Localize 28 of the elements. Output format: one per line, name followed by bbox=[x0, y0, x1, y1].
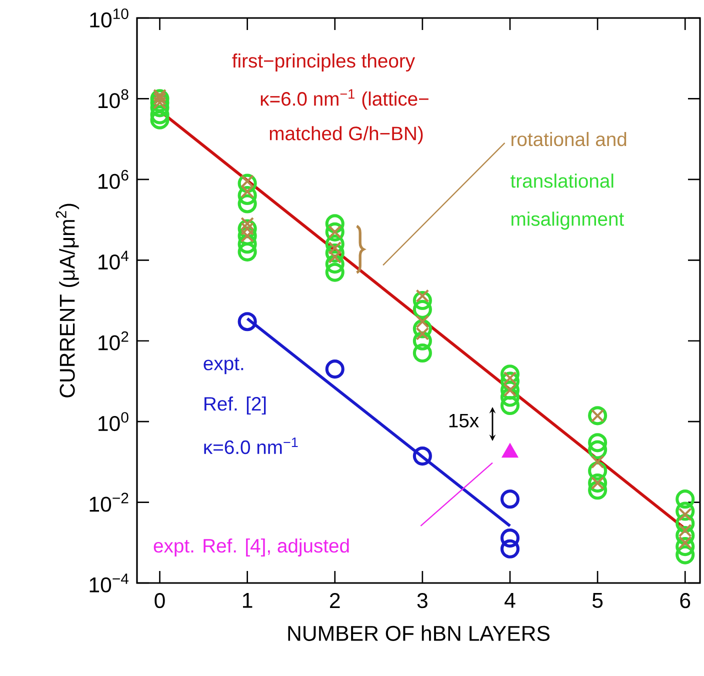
y-tick-label: 10$^{6}$ bbox=[98, 170, 128, 189]
y-tick-label: 10$^{8}$ bbox=[98, 89, 128, 108]
annotation: κ=6.0 nm$^{−1}$ bbox=[204, 438, 298, 454]
annotation: misalignment bbox=[512, 212, 624, 230]
y-tick-label: 10$^{10}$ bbox=[90, 8, 128, 28]
x-tick-label: 5 bbox=[592, 593, 603, 608]
x-tick-label: 6 bbox=[680, 593, 690, 608]
y-axis-title: CURRENT (μA/μm$^{2}$) bbox=[56, 204, 80, 398]
y-tick-label: 10$^{4}$ bbox=[98, 250, 129, 270]
y-tick-label: 10$^{−2}$ bbox=[90, 492, 128, 512]
x-axis-title: NUMBER OF hBN LAYERS bbox=[288, 625, 550, 641]
annotation: translational bbox=[510, 174, 614, 188]
x-tick-label: 3 bbox=[417, 593, 428, 608]
annotation: rotational and bbox=[512, 132, 626, 146]
y-tick-label: 10$^{−4}$ bbox=[90, 574, 129, 592]
x-tick-label: 1 bbox=[243, 593, 252, 608]
x-tick-label: 2 bbox=[330, 593, 340, 608]
x-tick-label: 4 bbox=[504, 593, 516, 608]
y-tick-label: 10$^{2}$ bbox=[98, 331, 128, 350]
annotation: expt. Ref. [4], adjusted bbox=[154, 538, 349, 556]
annotation: κ=6.0 nm$^{−1}$ (lattice− bbox=[260, 89, 428, 110]
y-tick-label: 10$^{0}$ bbox=[98, 412, 128, 432]
annotation: first−principles theory bbox=[232, 53, 416, 72]
annotation: expt. bbox=[204, 358, 244, 374]
annotation: 15x bbox=[449, 414, 479, 428]
x-tick-label: 0 bbox=[154, 593, 165, 608]
annotation: Ref. [2] bbox=[204, 396, 266, 415]
annotation: matched G/h−BN) bbox=[270, 126, 423, 144]
